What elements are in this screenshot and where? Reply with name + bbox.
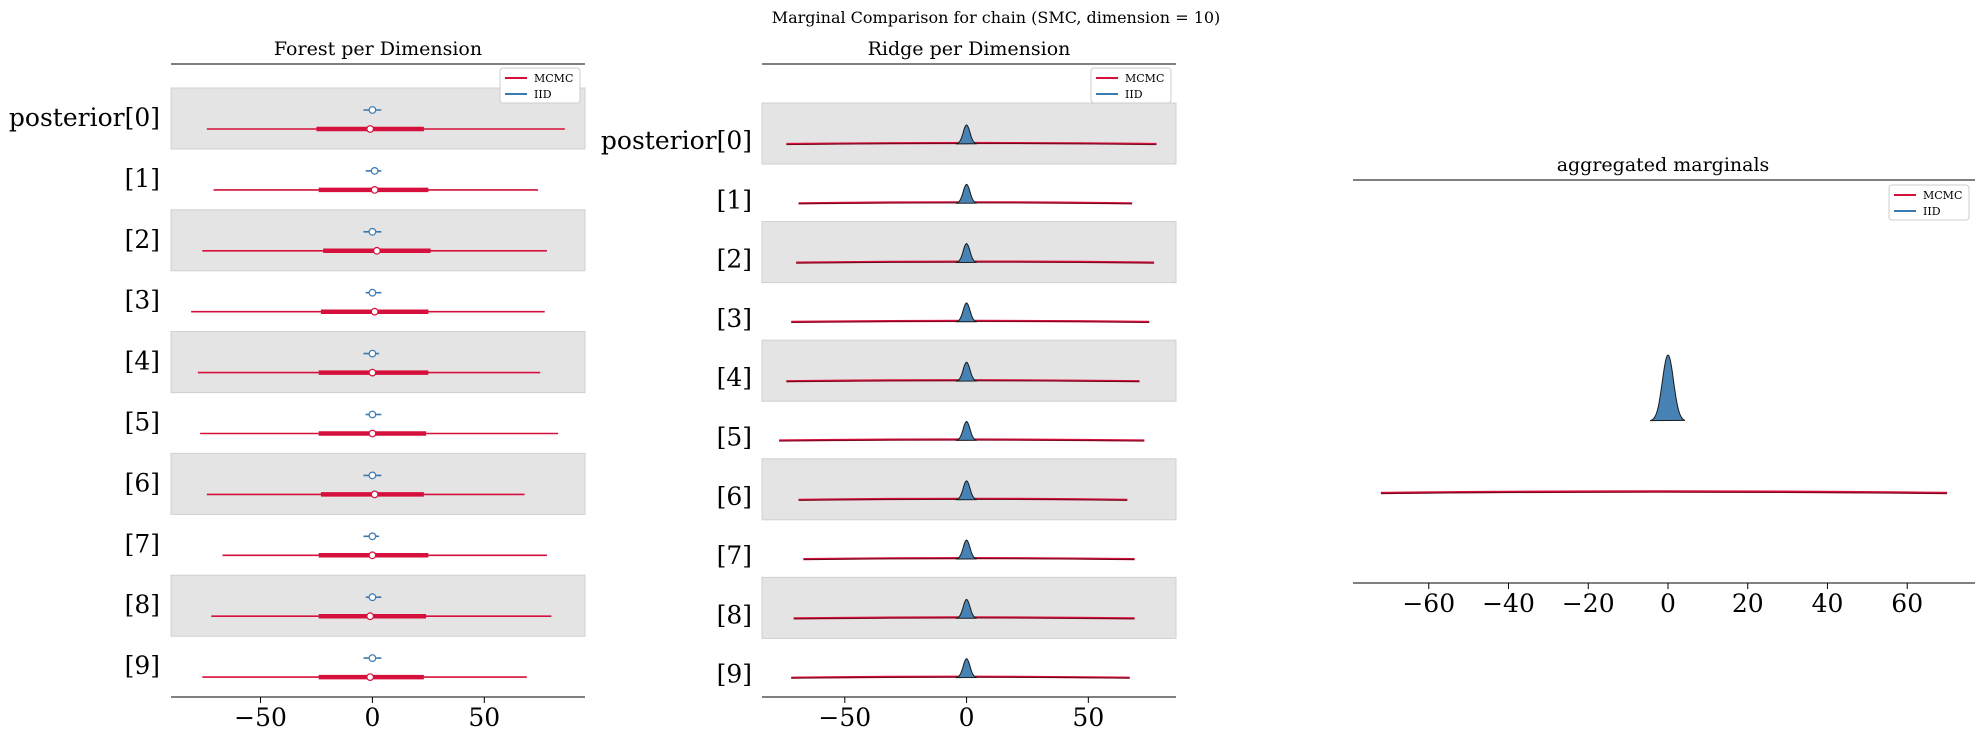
aggregated-legend: MCMC IID — [1888, 184, 1970, 221]
ridge-iid-density — [955, 539, 977, 560]
forest-mcmc-median-point — [366, 673, 375, 681]
aggregated-iid-density — [1649, 354, 1686, 422]
forest-mcmc-median-point — [366, 612, 375, 621]
forest-row-label: [4] — [125, 347, 160, 376]
aggregated-x-tick-label: 60 — [1891, 589, 1923, 618]
forest-mcmc-median-point — [368, 429, 377, 438]
forest-x-tick-label: 50 — [468, 703, 500, 732]
ridge-x-tick-label: 0 — [959, 703, 975, 732]
forest-iid-median-point — [368, 471, 377, 480]
forest-mcmc-median-point — [370, 185, 379, 194]
aggregated-x-tick-label: −60 — [1402, 589, 1455, 618]
forest-iid-median-point — [368, 593, 377, 602]
ridge-iid-density — [955, 124, 977, 145]
aggregated-mcmc-density — [1380, 490, 1948, 495]
ridge-legend: MCMC IID — [1090, 67, 1172, 104]
forest-mcmc-median-point — [368, 551, 377, 560]
forest-iid-median-point — [368, 227, 377, 236]
forest-iid-median-point — [368, 288, 377, 297]
forest-panel: Forest per Dimension posterior[0] [1] [2] [… — [9, 38, 586, 732]
forest-row-band — [170, 452, 586, 515]
ridge-row-label: [5] — [717, 423, 752, 452]
forest-row-label: [6] — [125, 468, 160, 497]
ridge-iid-density — [955, 658, 977, 679]
forest-iid-median-point — [370, 166, 379, 175]
forest-row-label: [3] — [125, 286, 160, 315]
forest-iid-median-point — [368, 532, 377, 541]
ridge-iid-density — [955, 183, 977, 204]
forest-row-label: posterior[0] — [9, 103, 160, 132]
forest-mcmc-median-point — [372, 246, 381, 255]
ridge-row-label: [6] — [717, 482, 752, 511]
aggregated-x-tick-label: −40 — [1482, 589, 1535, 618]
ridge-iid-density — [955, 420, 977, 441]
forest-iid-median-point — [368, 410, 377, 419]
aggregated-mcmc-density-edge — [1380, 491, 1948, 494]
aggregated-legend-iid-label: IID — [1923, 205, 1941, 218]
forest-title: Forest per Dimension — [274, 38, 482, 60]
forest-x-tick-label: −50 — [234, 703, 287, 732]
aggregated-panel: aggregated marginals −60 −40 −20 0 20 40 60 MC… — [1353, 154, 1975, 618]
forest-row-band — [170, 574, 586, 637]
forest-mcmc-median-point — [370, 307, 379, 316]
ridge-row-label: [4] — [717, 363, 752, 392]
forest-row-band — [170, 331, 586, 394]
forest-iid-median-point — [368, 349, 377, 358]
figure-suptitle: Marginal Comparison for chain (SMC, dime… — [772, 8, 1221, 27]
aggregated-x-tick-label: 40 — [1812, 589, 1844, 618]
forest-legend-mcmc-label: MCMC — [534, 72, 573, 85]
forest-iid-median-point — [368, 106, 377, 114]
forest-row-label: [1] — [125, 164, 160, 193]
ridge-iid-density — [955, 361, 977, 382]
ridge-row-label: [2] — [717, 245, 752, 274]
ridge-panel: Ridge per Dimension posterior[0] [1] [2] [3… — [601, 38, 1177, 732]
ridge-legend-mcmc-label: MCMC — [1125, 72, 1164, 85]
aggregated-x-tick-label: −20 — [1562, 589, 1615, 618]
ridge-row-label: [7] — [717, 541, 752, 570]
aggregated-title: aggregated marginals — [1557, 154, 1770, 176]
ridge-iid-density — [955, 243, 977, 263]
ridge-row-label: posterior[0] — [601, 126, 752, 155]
forest-row-label: [7] — [125, 529, 160, 558]
forest-mcmc-median-point — [370, 490, 379, 499]
forest-legend: MCMC IID — [499, 67, 581, 104]
aggregated-legend-mcmc-label: MCMC — [1923, 189, 1962, 202]
ridge-row-label: [1] — [717, 185, 752, 214]
aggregated-x-tick-label: 20 — [1732, 589, 1764, 618]
forest-row-label: [5] — [125, 408, 160, 437]
forest-row-band — [170, 209, 586, 272]
forest-iid-median-point — [368, 654, 377, 662]
forest-x-tick-label: 0 — [364, 703, 380, 732]
forest-row-label: [8] — [125, 590, 160, 619]
ridge-iid-density — [955, 480, 977, 501]
ridge-row-label: [3] — [717, 304, 752, 333]
ridge-iid-density — [955, 302, 977, 323]
ridge-x-tick-label: −50 — [818, 703, 871, 732]
ridge-title: Ridge per Dimension — [868, 38, 1071, 60]
forest-row-label: [2] — [125, 225, 160, 254]
ridge-row-label: [9] — [717, 660, 752, 689]
forest-mcmc-median-point — [368, 368, 377, 377]
ridge-iid-density — [955, 598, 977, 619]
ridge-legend-iid-label: IID — [1125, 88, 1143, 101]
forest-legend-iid-label: IID — [534, 88, 552, 101]
forest-row-label: [9] — [125, 651, 160, 680]
aggregated-x-tick-label: 0 — [1660, 589, 1676, 618]
ridge-x-tick-label: 50 — [1072, 703, 1104, 732]
forest-mcmc-median-point — [366, 125, 375, 133]
ridge-row-label: [8] — [717, 600, 752, 629]
